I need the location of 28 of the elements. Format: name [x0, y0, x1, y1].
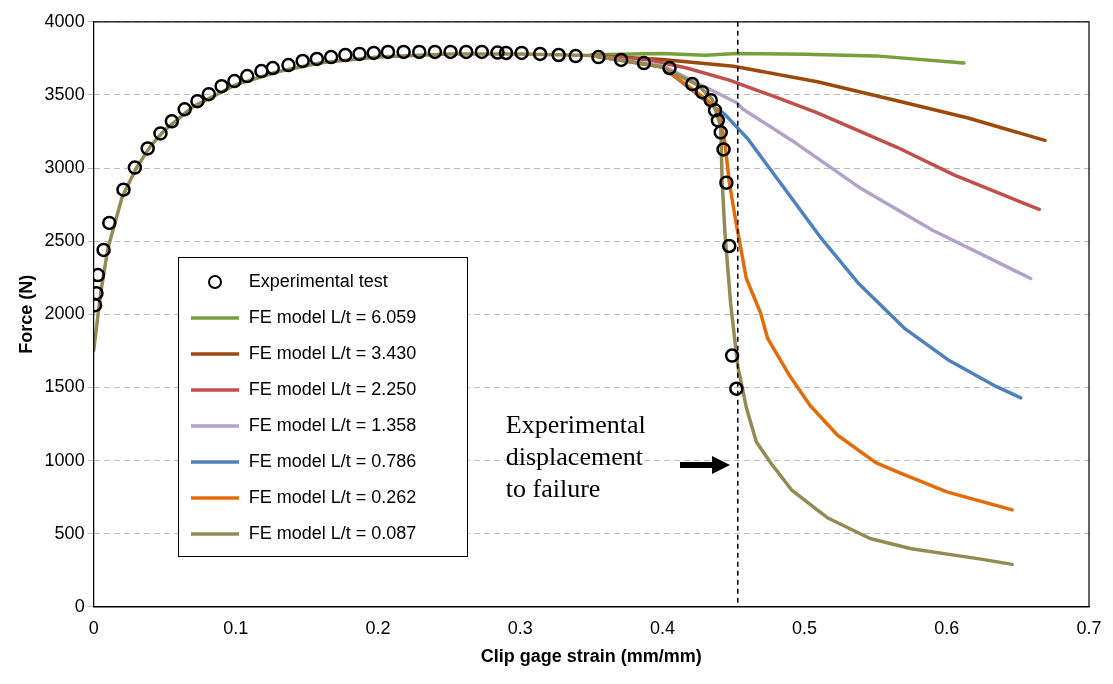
y-tick-label: 1000 — [44, 449, 85, 470]
legend-label: FE model L/t = 0.087 — [248, 523, 417, 545]
x-tick-label: 0.7 — [1076, 617, 1102, 638]
legend-label: FE model L/t = 1.358 — [248, 415, 417, 437]
y-tick-label: 500 — [54, 522, 85, 543]
annotation: Experimental displacement to failure — [505, 408, 647, 505]
x-tick-label: 0.3 — [507, 617, 533, 638]
y-tick-label: 2000 — [44, 303, 85, 324]
y-tick-label: 3500 — [44, 83, 85, 104]
legend-label: FE model L/t = 2.250 — [248, 379, 417, 401]
y-tick-label: 0 — [74, 595, 85, 616]
legend-label: Experimental test — [248, 271, 388, 293]
y-tick-label: 4000 — [44, 10, 85, 31]
x-tick-label: 0.5 — [792, 617, 818, 638]
legend-label: FE model L/t = 0.786 — [248, 451, 417, 473]
x-tick-label: 0.2 — [365, 617, 391, 638]
x-axis-title: Clip gage strain (mm/mm) — [480, 646, 702, 667]
legend-label: FE model L/t = 0.262 — [248, 487, 417, 509]
y-tick-label: 1500 — [44, 376, 85, 397]
x-tick-label: 0.1 — [223, 617, 249, 638]
legend-label: FE model L/t = 3.430 — [248, 343, 417, 365]
legend-label: FE model L/t = 6.059 — [248, 307, 417, 329]
y-tick-label: 2500 — [44, 230, 85, 251]
x-tick-label: 0.6 — [934, 617, 960, 638]
x-tick-label: 0 — [88, 617, 99, 638]
x-tick-label: 0.4 — [649, 617, 675, 638]
y-tick-label: 3000 — [44, 157, 85, 178]
y-axis-title: Force (N) — [15, 274, 36, 354]
